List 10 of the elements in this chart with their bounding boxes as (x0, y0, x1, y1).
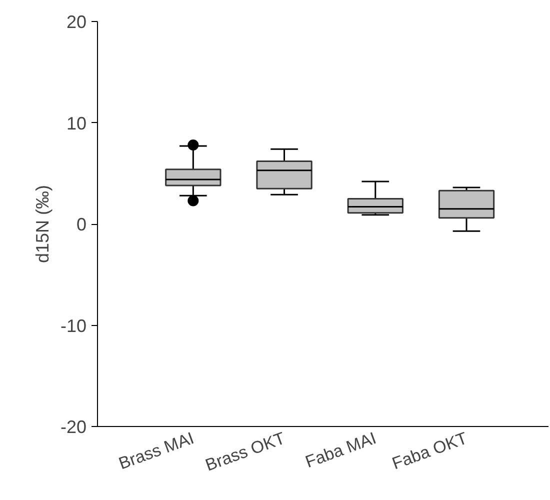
x-tick-label: Faba MAI (302, 428, 379, 472)
x-tick-label: Brass MAI (116, 428, 196, 474)
x-tick-label: Brass OKT (202, 428, 288, 475)
y-tick-label: -20 (60, 417, 86, 437)
x-tick-label: Faba OKT (390, 428, 470, 474)
y-tick-label: 0 (76, 214, 87, 234)
y-axis-title: d15N (‰) (32, 184, 52, 264)
y-tick-label: 20 (66, 12, 87, 32)
y-tick-label: -10 (60, 316, 86, 336)
y-tick-label: 10 (66, 113, 87, 134)
